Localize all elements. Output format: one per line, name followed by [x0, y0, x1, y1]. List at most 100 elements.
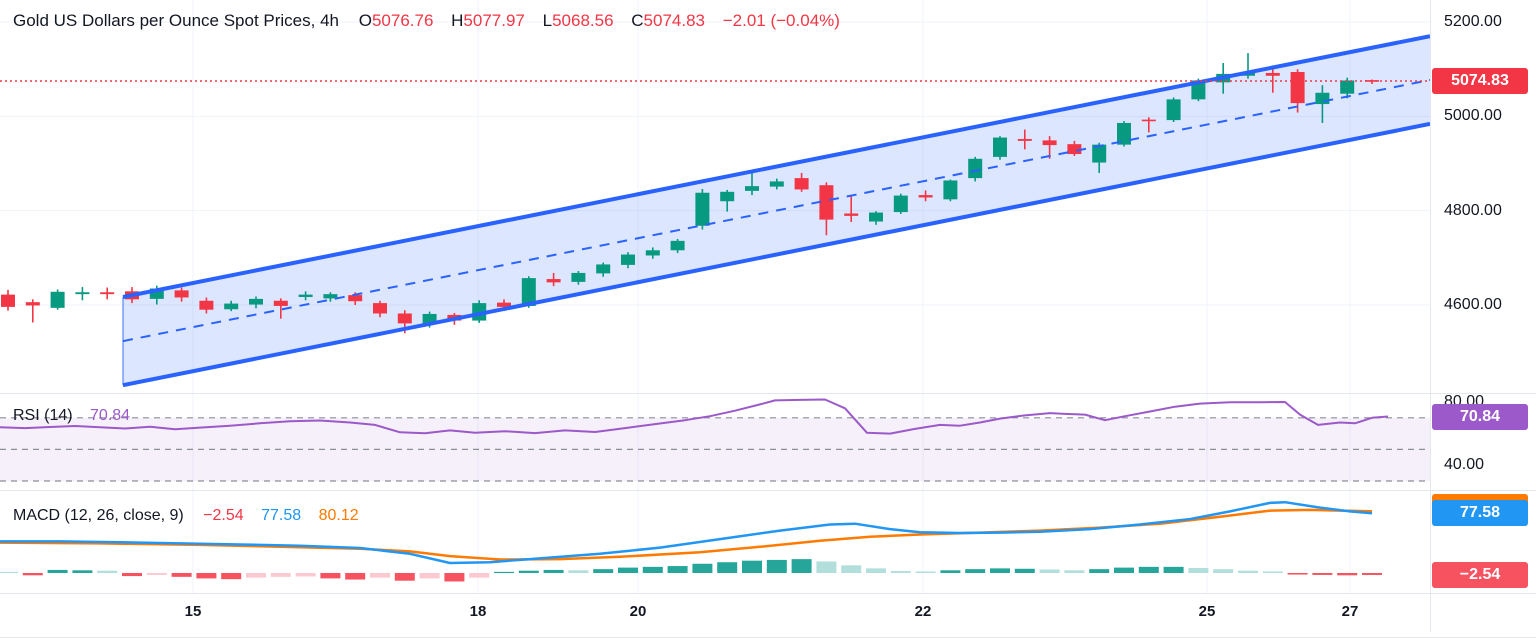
candle-body: [1340, 80, 1355, 94]
candle-body: [546, 279, 561, 283]
candle-body: [571, 272, 586, 282]
candle-body: [25, 302, 40, 306]
macd-pane: [0, 500, 1382, 582]
macd-histogram-bar: [1014, 568, 1035, 573]
macd-histogram-bar: [1114, 567, 1134, 573]
price-scale[interactable]: 5200.005000.004800.004600.0080.0040.0080…: [1430, 0, 1536, 632]
last-price-badge: 5074.83: [1432, 68, 1528, 95]
macd-histogram-bar: [171, 573, 192, 577]
macd-histogram-bar: [146, 573, 167, 575]
chart-canvas[interactable]: [0, 0, 1430, 594]
candle-body: [769, 181, 784, 187]
price-axis-label: 4600.00: [1444, 296, 1502, 313]
candle-body: [1290, 71, 1305, 104]
macd-histogram-bar: [1337, 573, 1358, 576]
candle-body: [844, 213, 859, 216]
histogram-value-badge: −2.54: [1432, 561, 1528, 588]
candle-body: [75, 292, 90, 295]
macd-histogram-bar: [1362, 573, 1382, 575]
time-axis-label: 27: [1341, 603, 1359, 620]
ohlc-high-key: H: [451, 11, 464, 30]
candle-body: [174, 290, 189, 298]
price-axis-label: 5200.00: [1444, 13, 1502, 30]
candle-body: [323, 294, 338, 299]
macd-label: MACD (12, 26, close, 9): [13, 507, 184, 524]
channel-midline: [122, 79, 1430, 343]
candle-body: [422, 313, 437, 324]
candle-body: [1042, 140, 1057, 146]
candle-body: [670, 240, 685, 251]
candle-body: [993, 137, 1007, 157]
macd-histogram-bar: [890, 571, 911, 573]
ohlc-low-key: L: [542, 11, 553, 30]
macd-histogram-bar: [990, 568, 1010, 573]
candle-body: [273, 300, 288, 306]
ohlc-high-value: 5077.97: [463, 11, 525, 30]
candle-body: [1092, 144, 1107, 163]
chart-svg[interactable]: [0, 0, 1430, 594]
macd-hist-value: −2.54: [203, 507, 244, 524]
channel-upper-line: [122, 34, 1430, 299]
rsi-pane: [0, 398, 1430, 482]
pane-separator-rsi-macd[interactable]: [0, 490, 1536, 491]
ohlc-open-value: 5076.76: [371, 11, 434, 30]
candle-body: [397, 313, 412, 324]
macd-line: [0, 500, 1373, 565]
macd-indicator-legend[interactable]: MACD (12, 26, close, 9) −2.54 77.58 80.1…: [13, 507, 359, 525]
macd-histogram-bar: [469, 573, 490, 578]
macd-histogram-bar: [1213, 569, 1234, 573]
candle-body: [373, 303, 387, 314]
macd-histogram-bar: [667, 566, 688, 573]
candle-body: [50, 291, 65, 308]
candle-body: [968, 158, 983, 179]
candle-body: [521, 278, 536, 306]
candle-wick: [1272, 66, 1274, 93]
rsi-indicator-legend[interactable]: RSI (14) 70.84: [13, 407, 130, 425]
macd-histogram-bar: [394, 573, 415, 581]
time-axis-label: 15: [184, 603, 202, 620]
macd-histogram-bar: [1188, 567, 1209, 573]
time-scale[interactable]: 15 18 20 22 25 27: [0, 594, 1430, 638]
time-axis-label: 22: [914, 603, 932, 620]
candle-body: [1117, 122, 1131, 145]
macd-histogram-bar: [1064, 570, 1085, 573]
macd-histogram-bar: [221, 573, 242, 580]
macd-histogram-bar: [320, 573, 341, 579]
channel-lower-line: [122, 121, 1430, 388]
macd-histogram-bar: [494, 571, 514, 574]
candle-body: [943, 180, 958, 200]
macd-histogram-bar: [717, 562, 738, 573]
price-axis-label: 4800.00: [1444, 201, 1502, 219]
candle-body: [1141, 119, 1156, 122]
macd-histogram-bar: [370, 573, 390, 578]
candle-wick: [1148, 117, 1150, 133]
macd-histogram-bar: [97, 570, 118, 573]
main-symbol-legend[interactable]: Gold US Dollars per Ounce Spot Prices, 4…: [13, 11, 840, 31]
candle-body: [224, 303, 239, 310]
macd-histogram-bar: [22, 573, 43, 576]
candle-body: [1265, 72, 1280, 76]
macd-histogram-bar: [295, 573, 316, 577]
candle-body: [149, 288, 164, 299]
macd-histogram-bar: [866, 568, 886, 573]
candle-body: [869, 212, 883, 222]
candle-wick: [280, 298, 282, 319]
candle-body: [497, 302, 511, 307]
pane-separator-main-rsi[interactable]: [0, 393, 1536, 394]
macd-histogram-bar: [940, 570, 961, 573]
macd-histogram-bar: [791, 559, 812, 573]
time-axis-label: 25: [1198, 603, 1216, 620]
candle-wick: [751, 171, 753, 196]
candle-body: [1, 294, 15, 307]
candle-body: [621, 254, 635, 265]
time-axis-label: 18: [469, 603, 487, 620]
candle-body: [249, 298, 263, 305]
macd-histogram-bar: [444, 573, 465, 582]
candle-body: [893, 195, 908, 213]
macd-histogram-bar: [1238, 570, 1258, 573]
macd-histogram-bar: [543, 569, 564, 573]
macd-histogram-bar: [345, 573, 366, 580]
candle-body: [348, 295, 363, 302]
macd-histogram-bar: [618, 567, 638, 573]
